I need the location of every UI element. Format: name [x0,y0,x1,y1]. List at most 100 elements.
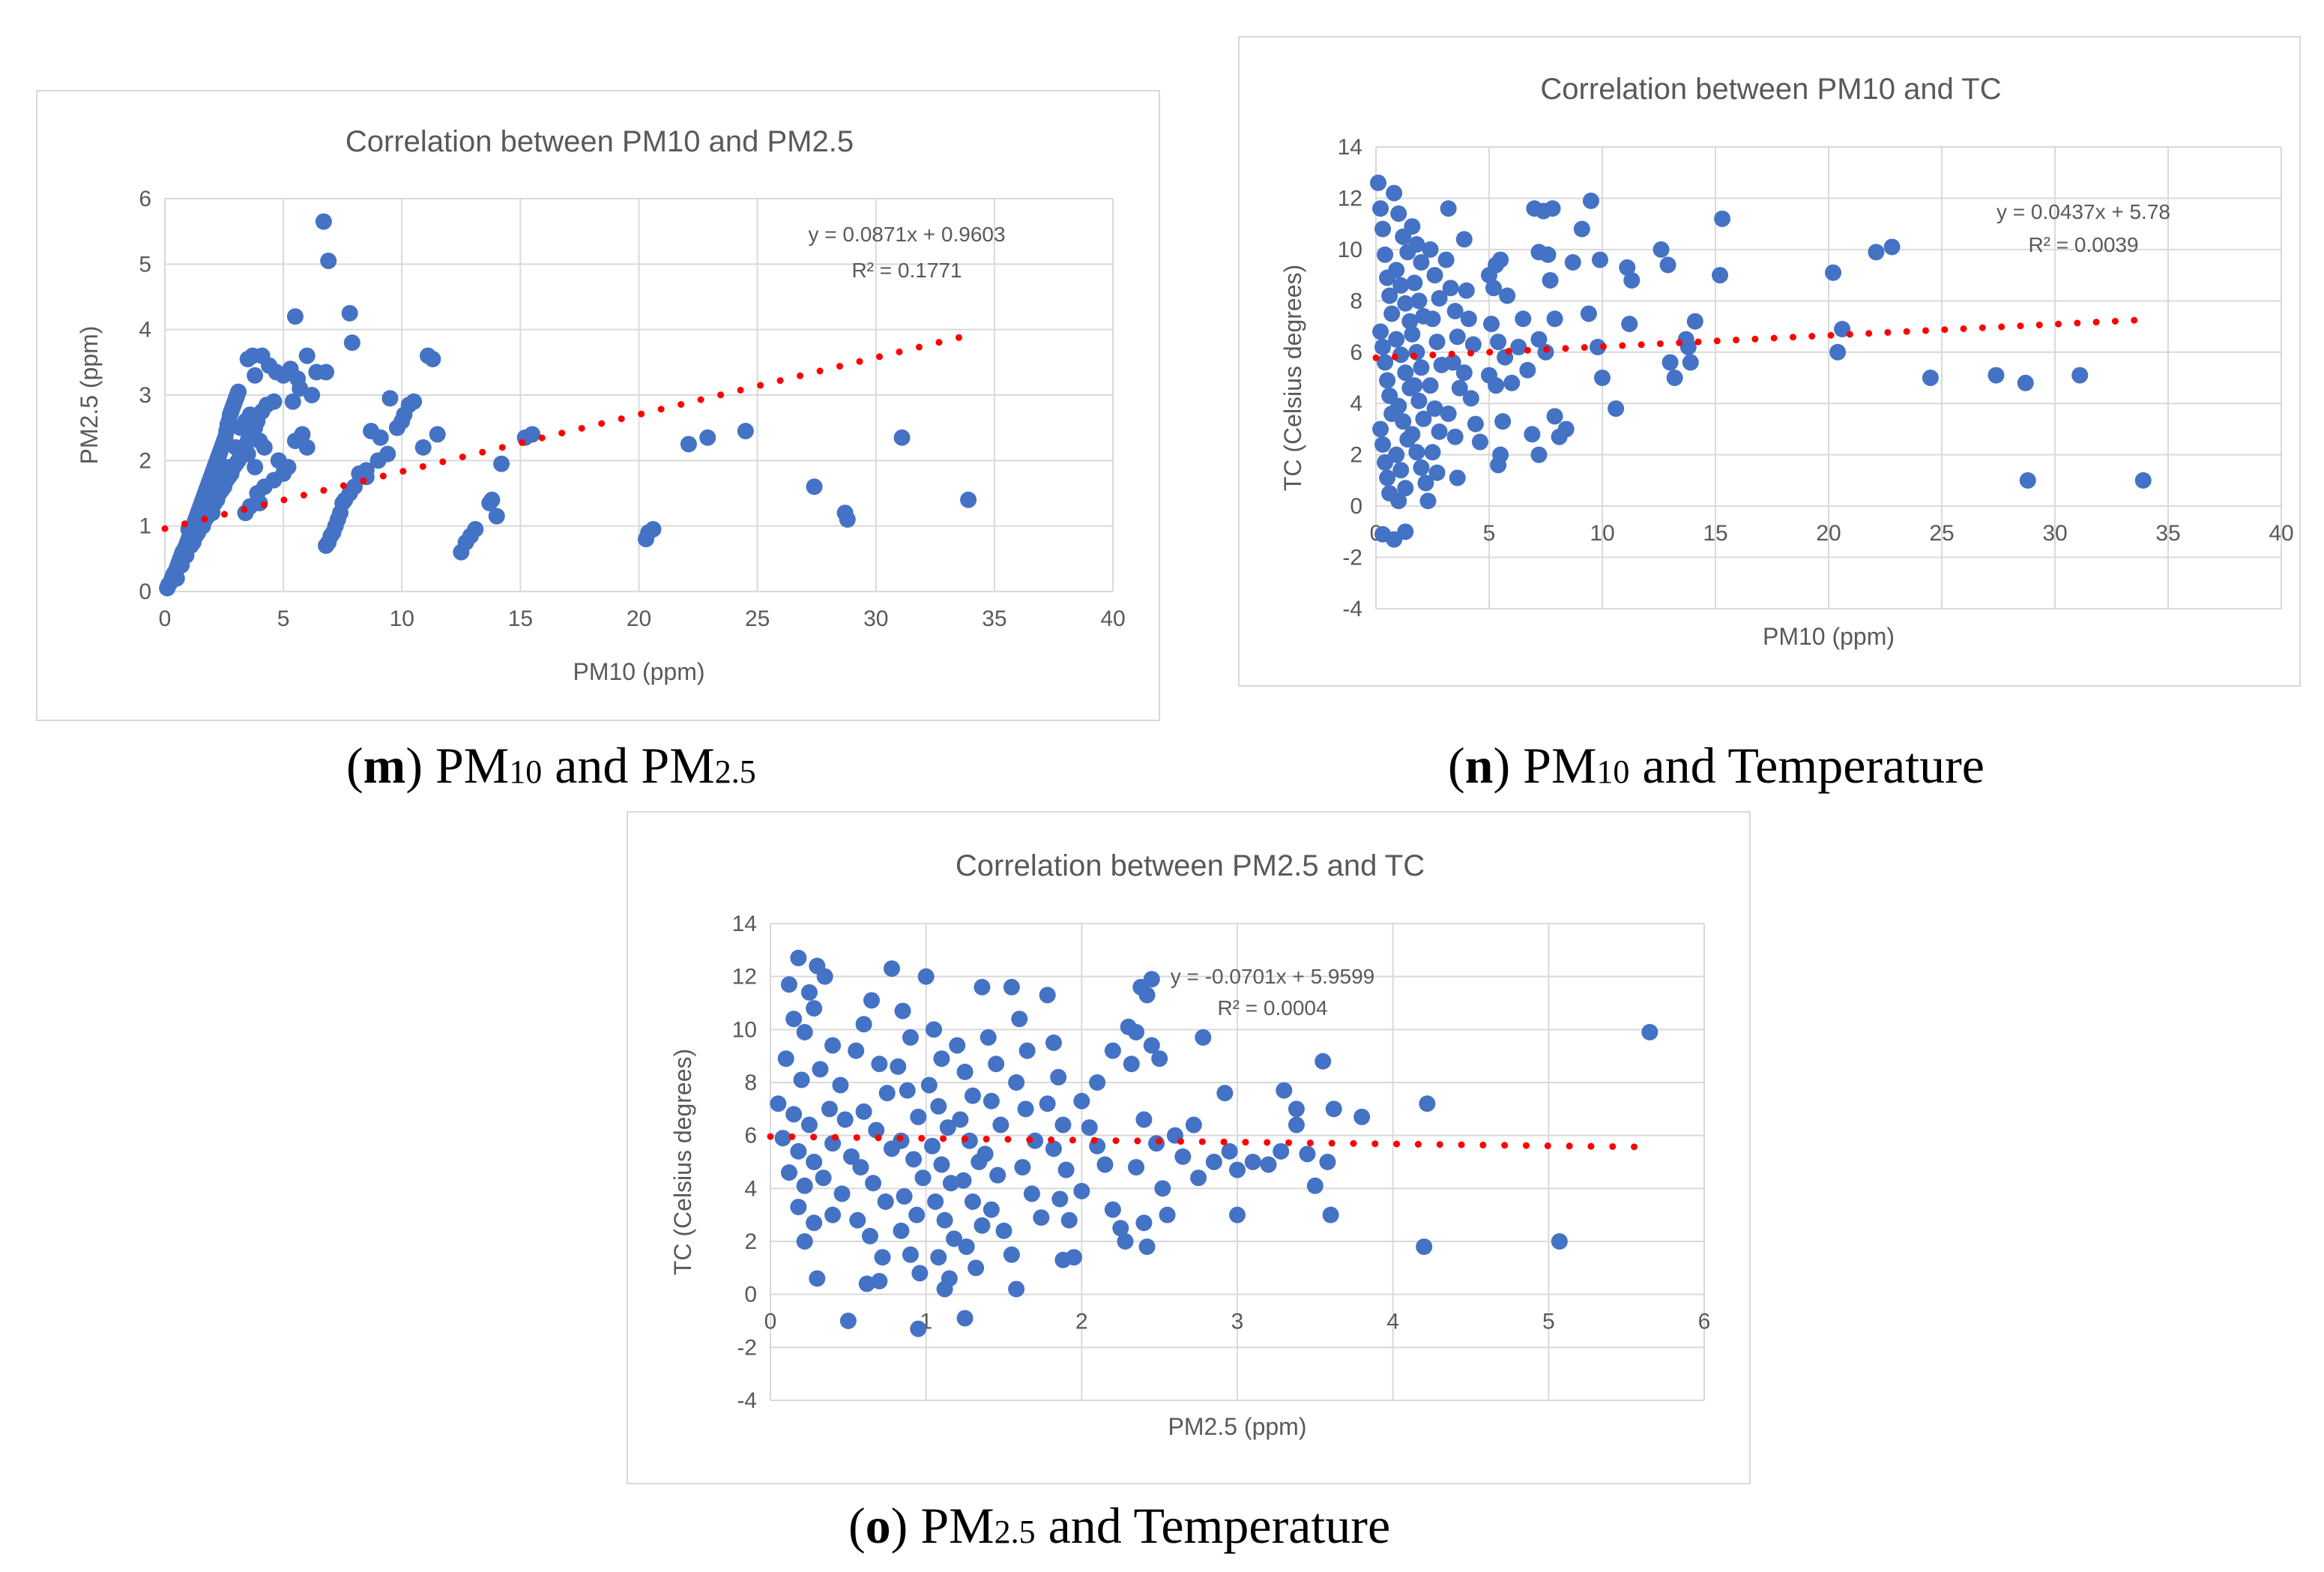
data-point [1014,1159,1031,1176]
y-tick-label: 8 [744,1070,757,1095]
trendline-dot [1543,346,1551,353]
data-point [1682,354,1699,371]
data-point [1591,251,1608,268]
data-point [1397,480,1414,497]
data-point [923,1137,941,1154]
y-tick-label: 4 [139,318,151,343]
data-point [1988,367,2005,384]
y-tick-label: -2 [1342,546,1362,570]
data-point [1190,1169,1207,1187]
trendline-dot [1479,1141,1487,1148]
x-axis-label: PM10 (ppm) [573,658,704,685]
trendline-dot [918,1134,926,1142]
trendline-dot [1372,354,1380,361]
data-point [1388,262,1405,279]
data-point [839,1313,857,1329]
data-point [298,439,316,456]
trendline-dot [2055,320,2062,328]
caption-letter: n [1464,737,1494,794]
data-point [893,1222,910,1239]
data-point [917,968,935,985]
data-point [1143,1037,1160,1054]
trendline-dot [1922,327,1929,334]
chart-n-svg: Correlation between PM10 and TC -4 -2 0 2 4 6 8… [1279,73,2294,650]
data-point [824,1037,842,1054]
trendline-dot [1242,1139,1249,1146]
trendline-dot [1501,1142,1509,1149]
data-point [1229,1206,1246,1223]
data-point [1431,289,1448,307]
data-point [343,334,360,352]
data-point [1408,343,1425,361]
data-point [1372,200,1389,217]
data-point [790,949,807,966]
data-point [833,1185,851,1202]
trendline-dot [638,410,645,418]
data-point [1104,1042,1121,1059]
data-point [292,380,309,397]
data-point [1401,313,1419,330]
trendline-dot [1156,1137,1163,1145]
y-tick-label: 12 [1338,186,1362,211]
data-point [1377,246,1394,263]
chart-panel-o: Correlation between PM2.5 and TC -4 -2 0 2 4 6… [627,811,1751,1484]
data-point [1379,372,1396,389]
data-point [806,478,823,496]
data-point [1138,987,1156,1004]
data-point [806,1000,823,1017]
data-point [960,491,977,508]
data-point [865,1175,882,1192]
trendline-dot [538,434,546,442]
caption-text: PM [920,1497,995,1554]
data-point [939,1119,956,1136]
trendline-dot [220,511,228,518]
data-point [1413,359,1430,376]
trendline-dot [320,487,328,494]
trendline-dot [1751,335,1759,343]
data-point [1174,1148,1192,1165]
x-tick-label: 40 [1100,606,1125,631]
data-point [1455,231,1473,248]
data-point [1524,426,1541,443]
data-point [1686,313,1703,330]
data-point [1510,338,1527,355]
chart-o-svg: Correlation between PM2.5 and TC -4 -2 0 2 4 6… [669,849,1710,1440]
trendline-dot [1371,1140,1379,1148]
data-point [1653,241,1670,258]
data-point [405,393,423,410]
trendline-dot [875,1134,882,1142]
caption-sub: 2.5 [994,1514,1036,1550]
trendline-dot [1619,342,1626,349]
data-point [1564,254,1581,271]
trendline-dot [810,1133,818,1141]
data-point [1557,421,1575,438]
data-point [1388,331,1405,348]
data-point [1422,377,1439,394]
data-point [877,1193,894,1210]
data-point [467,521,484,538]
trendline-dot [1458,1141,1465,1148]
trendline-dot [459,454,466,461]
data-point [2019,472,2036,489]
y-tick-label: -4 [737,1388,757,1413]
data-point [1542,271,1559,289]
data-point [1419,1095,1436,1112]
trendline-dot [498,444,506,451]
data-point [1128,1023,1145,1041]
data-point [1440,405,1457,422]
x-tick-label: 4 [1386,1310,1399,1334]
data-point [1582,192,1599,209]
data-point [1437,251,1455,268]
data-point [1273,1142,1290,1160]
data-point [187,517,205,534]
trendline-dot [1429,352,1437,359]
data-point [806,1154,823,1170]
data-point [1410,392,1428,409]
data-point [1306,1177,1324,1194]
data-point [1033,1209,1050,1226]
trendline-dot [767,1133,774,1140]
y-tick-label: 3 [139,383,151,408]
data-point [989,1166,1006,1184]
data-point [1589,338,1606,355]
data-point [1428,464,1446,481]
